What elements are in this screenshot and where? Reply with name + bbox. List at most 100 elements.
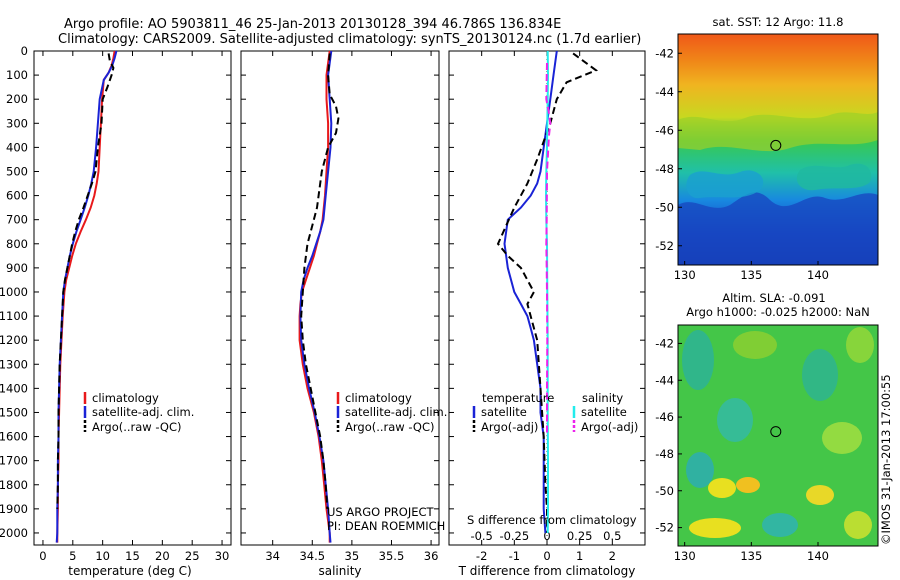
legend-sal-satellite-label: satellite [581, 405, 627, 419]
legend-satellite-label: satellite-adj. clim. [92, 405, 194, 419]
top-tick-label: -0.5 [470, 529, 492, 543]
temperature-y-ticks: 0 100 200 300 400 500 600 700 800 900 1000 1100 1200… [0, 44, 28, 540]
x-tick-label: 1 [576, 549, 583, 563]
sla-blob [822, 422, 862, 454]
sla-blob [686, 452, 714, 488]
series-line [56, 53, 115, 509]
sla-blob [846, 327, 874, 363]
y-tick-label: 1700 [0, 454, 28, 468]
map-y-tick-label: -46 [655, 410, 674, 424]
sla-map-title: Altim. SLA: -0.091 [722, 291, 826, 305]
map-y-tick-label: -48 [655, 162, 674, 176]
sla-map-ticks: 130 135 140 -42 -44 -46 -48 -50 -52 [655, 336, 829, 563]
legend-temperature-title: temperature [482, 391, 554, 405]
sst-eddy-1 [686, 170, 764, 199]
y-tick-label: 400 [6, 140, 28, 154]
x-tick-label: 0 [39, 549, 46, 563]
sla-blob [682, 330, 714, 390]
y-tick-label: 900 [6, 261, 28, 275]
series-line [300, 53, 340, 509]
legend-sal-argo-label: Argo(-adj) [581, 420, 638, 434]
x-tick-label: 10 [95, 549, 110, 563]
sla-map-panel: Altim. SLA: -0.091 Argo h1000: -0.025 h2… [655, 291, 879, 563]
series-line [298, 50, 331, 543]
y-tick-label: 0 [21, 44, 28, 58]
map-y-tick-label: -44 [655, 373, 674, 387]
x-tick-label: -2 [476, 549, 487, 563]
map-y-tick-label: -52 [655, 239, 674, 253]
legend-climatology-label: climatology [345, 391, 412, 405]
sla-map-subtitle: Argo h1000: -0.025 h2000: NaN [686, 305, 870, 319]
sla-blob [736, 477, 760, 493]
x-tick-label: 34.5 [299, 549, 325, 563]
temperature-panel: 0100200300400500600700800900100011001200… [0, 44, 232, 578]
x-tick-label: 30 [215, 549, 230, 563]
top-tick-label: 0.25 [567, 529, 593, 543]
top-tick-label: 0.5 [603, 529, 621, 543]
y-tick-label: 1200 [0, 333, 28, 347]
sla-blob [806, 485, 834, 505]
legend-salinity-title: salinity [582, 391, 623, 405]
series-line [496, 52, 599, 533]
sla-blob [717, 398, 753, 442]
map-x-tick-label: 140 [807, 268, 829, 282]
sla-blob [802, 349, 838, 401]
salinity-panel: 34 34.5 35 35.5 36 climatology satellite-adj… [240, 50, 447, 578]
x-tick-label: -1 [509, 549, 520, 563]
y-tick-label: 500 [6, 164, 28, 178]
sla-map-frame [677, 324, 879, 547]
sla-blob [762, 513, 798, 537]
map-x-tick-label: 140 [807, 549, 829, 563]
map-y-tick-label: -52 [655, 521, 674, 535]
legend-climatology-label: climatology [92, 391, 159, 405]
y-tick-label: 1300 [0, 357, 28, 371]
legend-argo-label: Argo(..raw -QC) [92, 420, 182, 434]
y-tick-label: 1000 [0, 285, 28, 299]
sst-map-title: sat. SST: 12 Argo: 11.8 [713, 15, 844, 29]
y-tick-label: 100 [6, 68, 28, 82]
salinity-x-ticks: 34 34.5 35 35.5 36 [241, 50, 439, 563]
y-tick-label: 1100 [0, 309, 28, 323]
top-tick-label: 0 [543, 529, 550, 543]
map-y-tick-label: -46 [655, 123, 674, 137]
project-annotation-line-2: PI: DEAN ROEMMICH [327, 519, 445, 533]
difference-panel: -2 -1 0 1 2 -0.5 -0.25 0 0.25 0.5 temperature sa… [448, 50, 646, 578]
sst-eddy-2 [796, 163, 872, 191]
x-tick-label: 15 [125, 549, 140, 563]
x-tick-label: 25 [185, 549, 200, 563]
legend-temp-satellite-label: satellite [481, 405, 527, 419]
legend-satellite-label: satellite-adj. clim. [345, 405, 447, 419]
legend-argo-label: Argo(..raw -QC) [345, 420, 435, 434]
temperature-x-ticks: 0 5 10 15 20 25 30 [34, 50, 231, 563]
y-tick-label: 800 [6, 237, 28, 251]
map-y-tick-label: -50 [655, 484, 674, 498]
sla-blob [689, 518, 741, 538]
sst-map-ticks: 130 135 140 -42 -44 -46 -48 -50 -52 [655, 46, 829, 282]
y-tick-label: 600 [6, 189, 28, 203]
x-tick-label: 35 [345, 549, 360, 563]
y-tick-label: 1400 [0, 381, 28, 395]
legend-temp-argo-label: Argo(-adj) [481, 420, 538, 434]
y-tick-label: 200 [6, 92, 28, 106]
sst-map-argo-marker [770, 139, 782, 151]
map-x-tick-label: 135 [740, 549, 762, 563]
sst-map-frame [677, 33, 879, 266]
sst-map-panel: sat. SST: 12 Argo: 11.8 130 135 140 -42 -44 -… [655, 15, 879, 282]
y-tick-label: 2000 [0, 526, 28, 540]
salinity-plot-frame [240, 50, 440, 546]
series-line [545, 62, 552, 437]
x-tick-label: 20 [155, 549, 170, 563]
s-difference-label: S difference from climatology [467, 513, 637, 527]
y-tick-label: 700 [6, 213, 28, 227]
project-annotation-line-1: US ARGO PROJECT [327, 505, 435, 519]
x-tick-label: 0 [543, 549, 550, 563]
y-tick-label: 1500 [0, 405, 28, 419]
x-tick-label: 2 [609, 549, 616, 563]
temperature-plot-frame [33, 50, 232, 546]
temperature-legend: climatology satellite-adj. clim. Argo(..… [83, 391, 194, 434]
temperature-series [55, 50, 118, 543]
salinity-legend: climatology satellite-adj. clim. Argo(..… [336, 391, 447, 434]
map-y-tick-label: -48 [655, 447, 674, 461]
salinity-x-label: salinity [318, 564, 361, 578]
